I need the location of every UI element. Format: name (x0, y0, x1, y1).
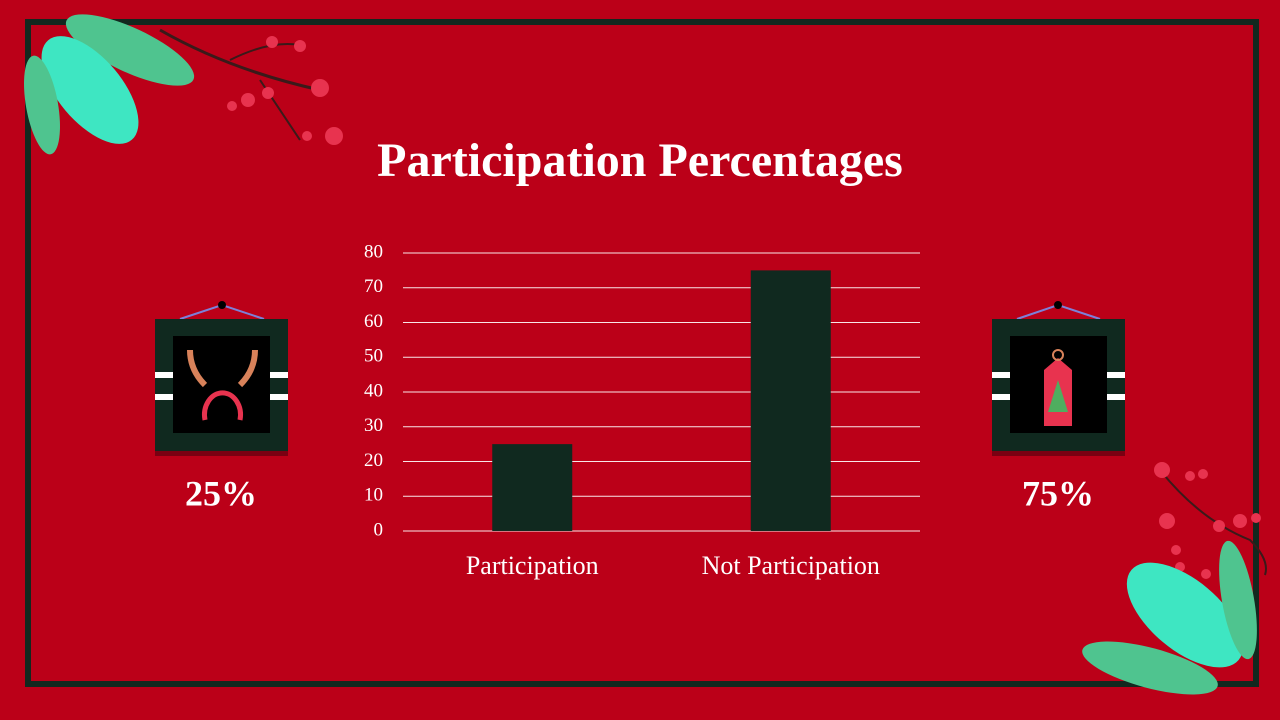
y-tick-label: 70 (364, 276, 383, 297)
icon-frame-right (992, 301, 1125, 456)
x-tick-label: Not Participation (702, 551, 880, 580)
value-label: 25% (185, 473, 257, 513)
icon-frame-left (155, 301, 288, 456)
foliage-top-left (24, 14, 343, 155)
y-tick-label: 30 (364, 415, 383, 436)
y-tick-label: 50 (364, 346, 383, 367)
y-tick-label: 0 (374, 519, 384, 540)
y-tick-label: 80 (364, 241, 383, 262)
y-tick-label: 10 (364, 485, 383, 506)
foliage-bottom-right (1082, 462, 1267, 695)
y-tick-label: 40 (364, 380, 383, 401)
y-tick-label: 60 (364, 311, 383, 332)
bar (750, 270, 831, 531)
y-tick-label: 20 (364, 450, 383, 471)
bar (492, 444, 573, 531)
x-tick-label: Participation (466, 551, 599, 580)
chart-title: Participation Percentages (377, 134, 903, 187)
value-label: 75% (1022, 473, 1094, 513)
frame (25, 19, 1259, 687)
